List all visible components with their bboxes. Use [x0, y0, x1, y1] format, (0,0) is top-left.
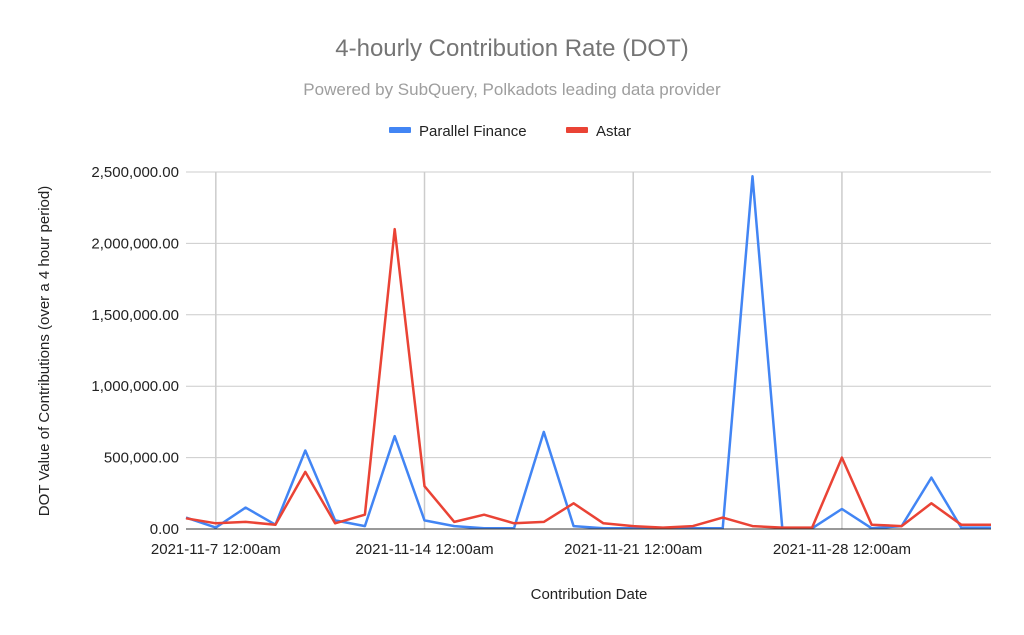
x-tick-label: 2021-11-21 12:00am [564, 541, 702, 558]
x-tick-label: 2021-11-7 12:00am [151, 541, 281, 558]
x-axis-ticks: 2021-11-7 12:00am 2021-11-14 12:00am 2021-… [151, 541, 911, 558]
x-tick-label: 2021-11-14 12:00am [355, 541, 493, 558]
y-axis-ticks: 0.00 500,000.00 1,000,000.00 1,500,000.00 2,… [91, 164, 179, 538]
series-line-astar [185, 227, 991, 529]
y-tick-label: 2,500,000.00 [91, 164, 179, 181]
y-tick-label: 1,000,000.00 [91, 378, 179, 395]
series-lines [185, 175, 991, 530]
legend-label-astar: Astar [596, 123, 631, 140]
y-tick-label: 500,000.00 [104, 450, 179, 467]
y-tick-label: 1,500,000.00 [91, 307, 179, 324]
x-axis-label: Contribution Date [531, 586, 648, 603]
legend: Parallel Finance Astar [389, 123, 631, 140]
vertical-gridlines [215, 172, 843, 529]
x-tick-label: 2021-11-28 12:00am [773, 541, 911, 558]
y-tick-label: 2,000,000.00 [91, 235, 179, 252]
horizontal-gridlines [186, 171, 991, 459]
y-axis-label: DOT Value of Contributions (over a 4 hou… [36, 186, 53, 516]
series-line-parallel-finance [185, 175, 991, 530]
legend-swatch-astar [566, 127, 588, 133]
y-tick-label: 0.00 [150, 521, 179, 538]
chart-subtitle: Powered by SubQuery, Polkadots leading d… [303, 80, 721, 99]
legend-swatch-parallel-finance [389, 127, 411, 133]
chart-title: 4-hourly Contribution Rate (DOT) [335, 35, 688, 62]
legend-label-parallel-finance: Parallel Finance [419, 123, 527, 140]
